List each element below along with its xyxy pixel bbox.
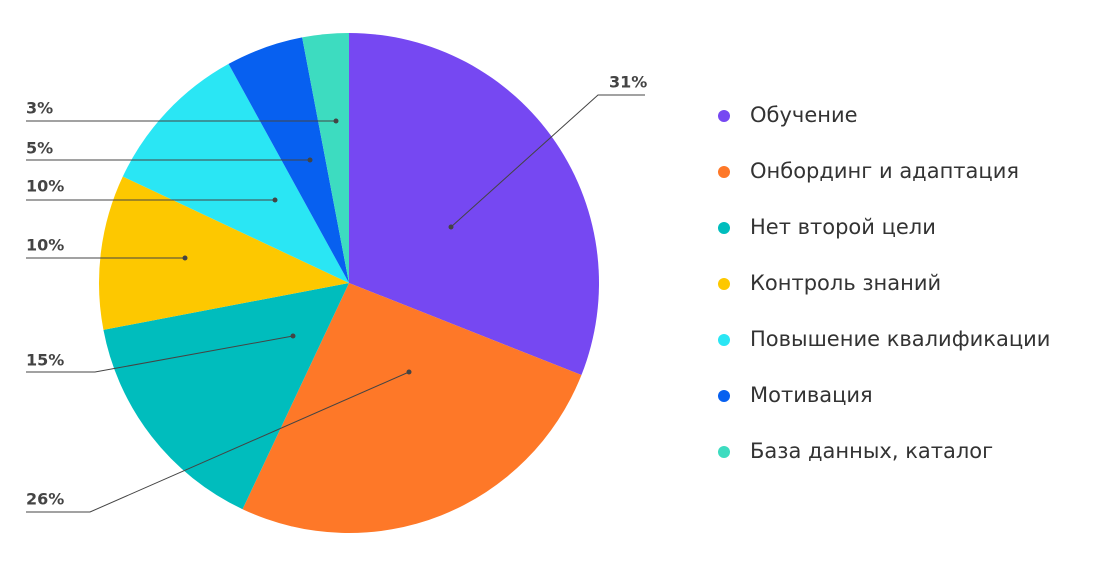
data-label: 26% xyxy=(26,490,64,509)
pie-slice xyxy=(242,283,582,533)
data-label: 5% xyxy=(26,139,53,158)
legend-swatch xyxy=(718,222,730,234)
legend-swatch xyxy=(718,278,730,290)
leader-line xyxy=(26,335,294,373)
leader-dot xyxy=(272,197,278,203)
legend-label: Мотивация xyxy=(750,383,873,407)
pie-slice xyxy=(349,33,599,376)
data-label: 10% xyxy=(26,177,64,196)
legend-label: Нет второй цели xyxy=(750,215,936,239)
legend-label: Контроль знаний xyxy=(750,271,941,295)
leader-line xyxy=(26,371,410,513)
legend-label: Обучение xyxy=(750,103,858,127)
pie-slice xyxy=(122,63,349,284)
leader-dot xyxy=(406,369,412,375)
pie-slice xyxy=(103,283,349,510)
legend-swatch xyxy=(718,110,730,122)
leader-dot xyxy=(307,157,313,163)
legend-label: Повышение квалификации xyxy=(750,327,1050,351)
leader-dot xyxy=(333,118,339,124)
data-label: 3% xyxy=(26,99,53,118)
legend-label: База данных, каталог xyxy=(750,439,993,463)
legend-label: Онбординг и адаптация xyxy=(750,159,1019,183)
data-label: 10% xyxy=(26,236,64,255)
leader-line xyxy=(450,94,645,228)
legend-swatch xyxy=(718,334,730,346)
legend-swatch xyxy=(718,446,730,458)
data-label: 31% xyxy=(609,73,647,92)
data-label: 15% xyxy=(26,351,64,370)
legend-swatch xyxy=(718,166,730,178)
pie-slice xyxy=(302,33,349,283)
pie-slice xyxy=(99,176,349,330)
leader-dot xyxy=(182,255,188,261)
leader-dot xyxy=(290,333,296,339)
leader-dot xyxy=(448,224,454,230)
legend-swatch xyxy=(718,390,730,402)
